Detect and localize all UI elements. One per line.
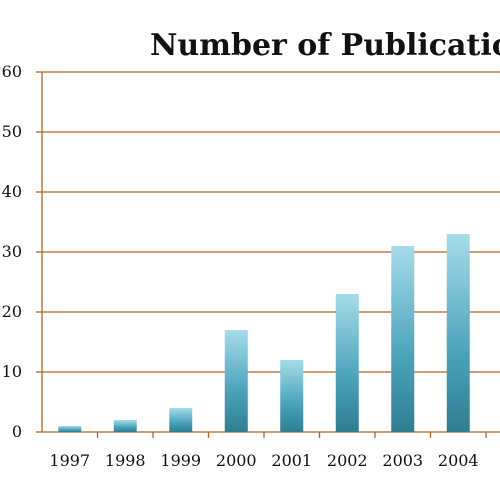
bar-1999 — [169, 408, 193, 432]
y-tick-label: 60 — [2, 62, 22, 81]
x-tick-label: 2003 — [382, 451, 423, 470]
y-tick-label: 0 — [12, 422, 22, 441]
bar-2003 — [391, 246, 415, 432]
x-tick-label: 2004 — [438, 451, 479, 470]
bar-2000 — [224, 330, 248, 432]
y-tick-label: 40 — [2, 182, 22, 201]
chart-title: Number of Publicatio — [150, 28, 500, 63]
x-tick-label: 1999 — [160, 451, 201, 470]
bar-2002 — [335, 294, 359, 432]
y-tick-labels: 0 10 20 30 40 50 60 — [2, 62, 22, 441]
x-tick-label: 2000 — [216, 451, 257, 470]
x-tick-labels: 199719981999200020012002200320042 — [49, 451, 479, 470]
y-tick-label: 50 — [2, 122, 22, 141]
y-tick-label: 20 — [2, 302, 22, 321]
bar-2001 — [280, 360, 304, 432]
y-tick-label: 30 — [2, 242, 22, 261]
x-tick-label: 2002 — [327, 451, 368, 470]
x-tick-label: 2001 — [271, 451, 312, 470]
bars — [58, 234, 470, 432]
x-tick-label: 1997 — [49, 451, 90, 470]
bar-2004 — [446, 234, 470, 432]
y-tick-label: 10 — [2, 362, 22, 381]
bar-1997 — [58, 426, 82, 432]
bar-1998 — [113, 420, 137, 432]
gridlines — [36, 71, 500, 438]
x-tick-label: 1998 — [105, 451, 146, 470]
